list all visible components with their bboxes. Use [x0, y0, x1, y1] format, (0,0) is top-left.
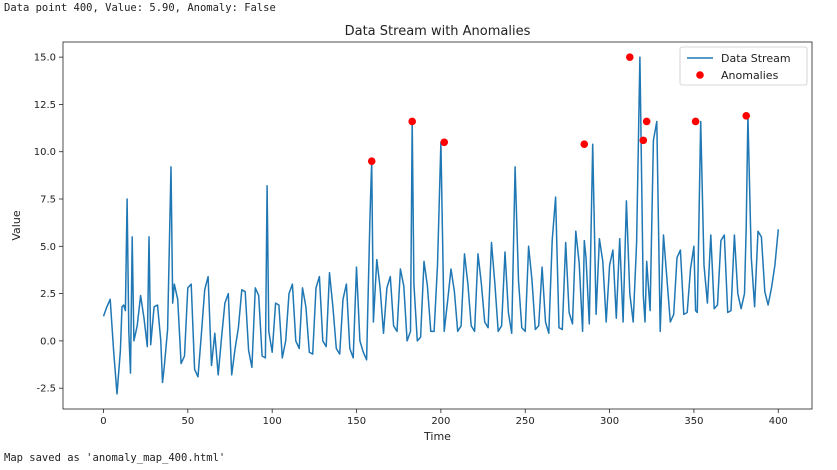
- anomaly-point: [642, 117, 651, 126]
- output-saved-line: Map saved as 'anomaly_map_400.html': [4, 452, 226, 464]
- y-tick-label: 0.0: [40, 336, 56, 347]
- output-status-line: Data point 400, Value: 5.90, Anomaly: Fa…: [4, 2, 276, 14]
- y-tick-label: -2.5: [36, 384, 56, 395]
- x-tick-label: 300: [600, 416, 619, 427]
- anomaly-point: [626, 53, 634, 61]
- chart-title: Data Stream with Anomalies: [345, 24, 531, 39]
- anomaly-point: [367, 157, 376, 165]
- legend-label-anomalies: Anomalies: [721, 69, 779, 82]
- y-tick-label: 2.5: [40, 289, 56, 300]
- chart-legend: Data Stream Anomalies: [679, 46, 808, 86]
- x-axis: 0 50 100 150 200 250 300 350 400: [100, 409, 788, 427]
- x-tick-label: 150: [347, 416, 366, 427]
- y-tick-label: 12.5: [34, 100, 56, 111]
- y-tick-label: 7.5: [40, 195, 56, 206]
- legend-swatch-anomalies: [696, 71, 704, 79]
- anomaly-point: [440, 138, 449, 147]
- x-tick-label: 50: [181, 416, 194, 427]
- anomaly-point: [742, 111, 751, 120]
- series-data-stream-line: [102, 56, 780, 395]
- anomaly-point: [408, 117, 416, 126]
- anomaly-point: [639, 136, 648, 145]
- anomaly-point: [691, 117, 700, 126]
- y-tick-label: 15.0: [34, 53, 56, 64]
- x-axis-label: Time: [423, 430, 451, 443]
- x-tick-label: 250: [516, 416, 535, 427]
- anomaly-chart: Data Stream with Anomalies 0 50 100 150 200 2…: [10, 24, 813, 443]
- x-tick-label: 350: [684, 416, 703, 427]
- y-axis: -2.5 0.0 2.5 5.0 7.5 10.0 12.5 15.0: [34, 53, 63, 395]
- anomaly-point: [580, 140, 589, 148]
- legend-box: [679, 46, 808, 86]
- x-tick-label: 100: [263, 416, 282, 427]
- y-tick-label: 10.0: [34, 147, 56, 158]
- legend-label-data-stream: Data Stream: [721, 52, 791, 65]
- x-tick-label: 400: [769, 416, 788, 427]
- x-tick-label: 0: [100, 416, 106, 427]
- x-tick-label: 200: [431, 416, 450, 427]
- y-tick-label: 5.0: [40, 242, 56, 253]
- y-axis-label: Value: [10, 210, 23, 240]
- plot-area: [62, 41, 813, 410]
- series-anomalies: [367, 53, 751, 165]
